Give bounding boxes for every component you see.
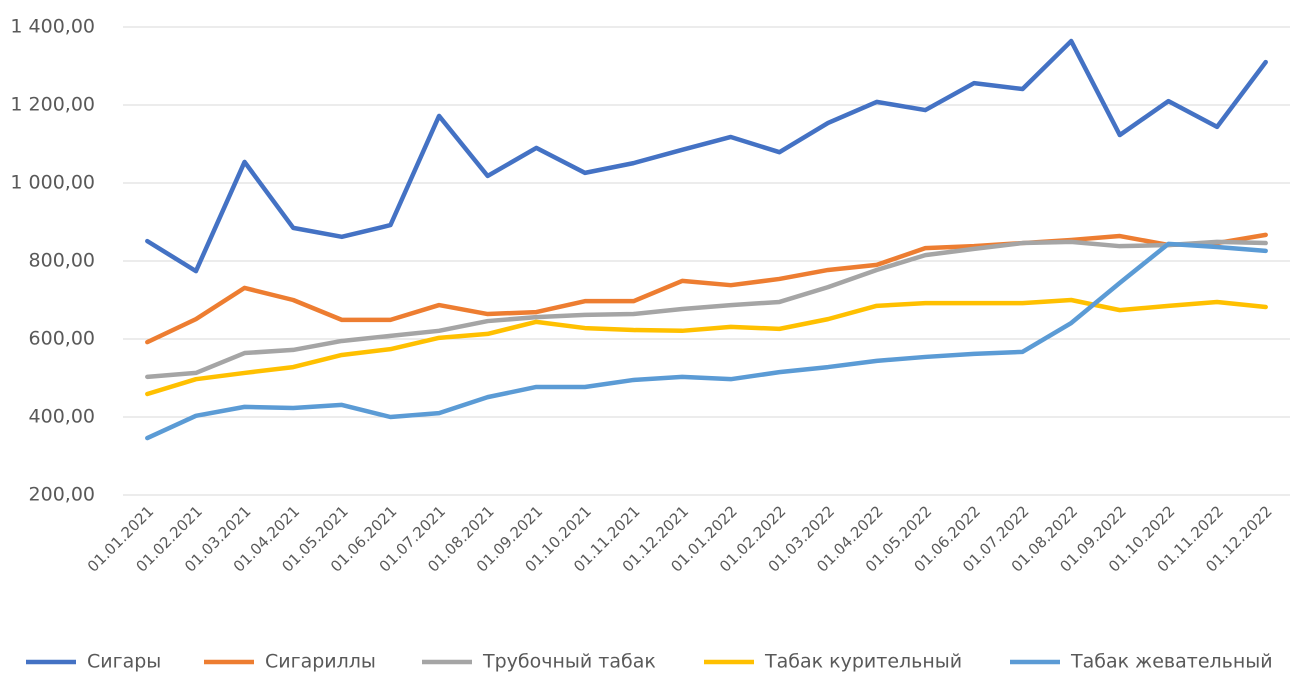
y-tick-label: 800,00 bbox=[29, 250, 95, 272]
legend-label: Табак курительный bbox=[764, 651, 962, 673]
series-line bbox=[145, 232, 1268, 345]
legend-label: Трубочный табак bbox=[482, 651, 656, 673]
y-tick-label: 1 200,00 bbox=[10, 94, 95, 116]
y-tick-label: 200,00 bbox=[29, 484, 95, 506]
y-tick-label: 1 000,00 bbox=[10, 172, 95, 194]
legend-label: Сигариллы bbox=[265, 651, 376, 673]
legend-label: Табак жевательный bbox=[1070, 651, 1273, 673]
legend-label: Сигары bbox=[87, 651, 161, 673]
y-tick-label: 400,00 bbox=[29, 406, 95, 428]
series-line bbox=[145, 239, 1268, 380]
series-line bbox=[145, 38, 1268, 274]
series-line bbox=[145, 241, 1268, 441]
series-line bbox=[145, 297, 1268, 397]
y-tick-label: 1 400,00 bbox=[10, 16, 95, 38]
y-tick-label: 600,00 bbox=[29, 328, 95, 350]
